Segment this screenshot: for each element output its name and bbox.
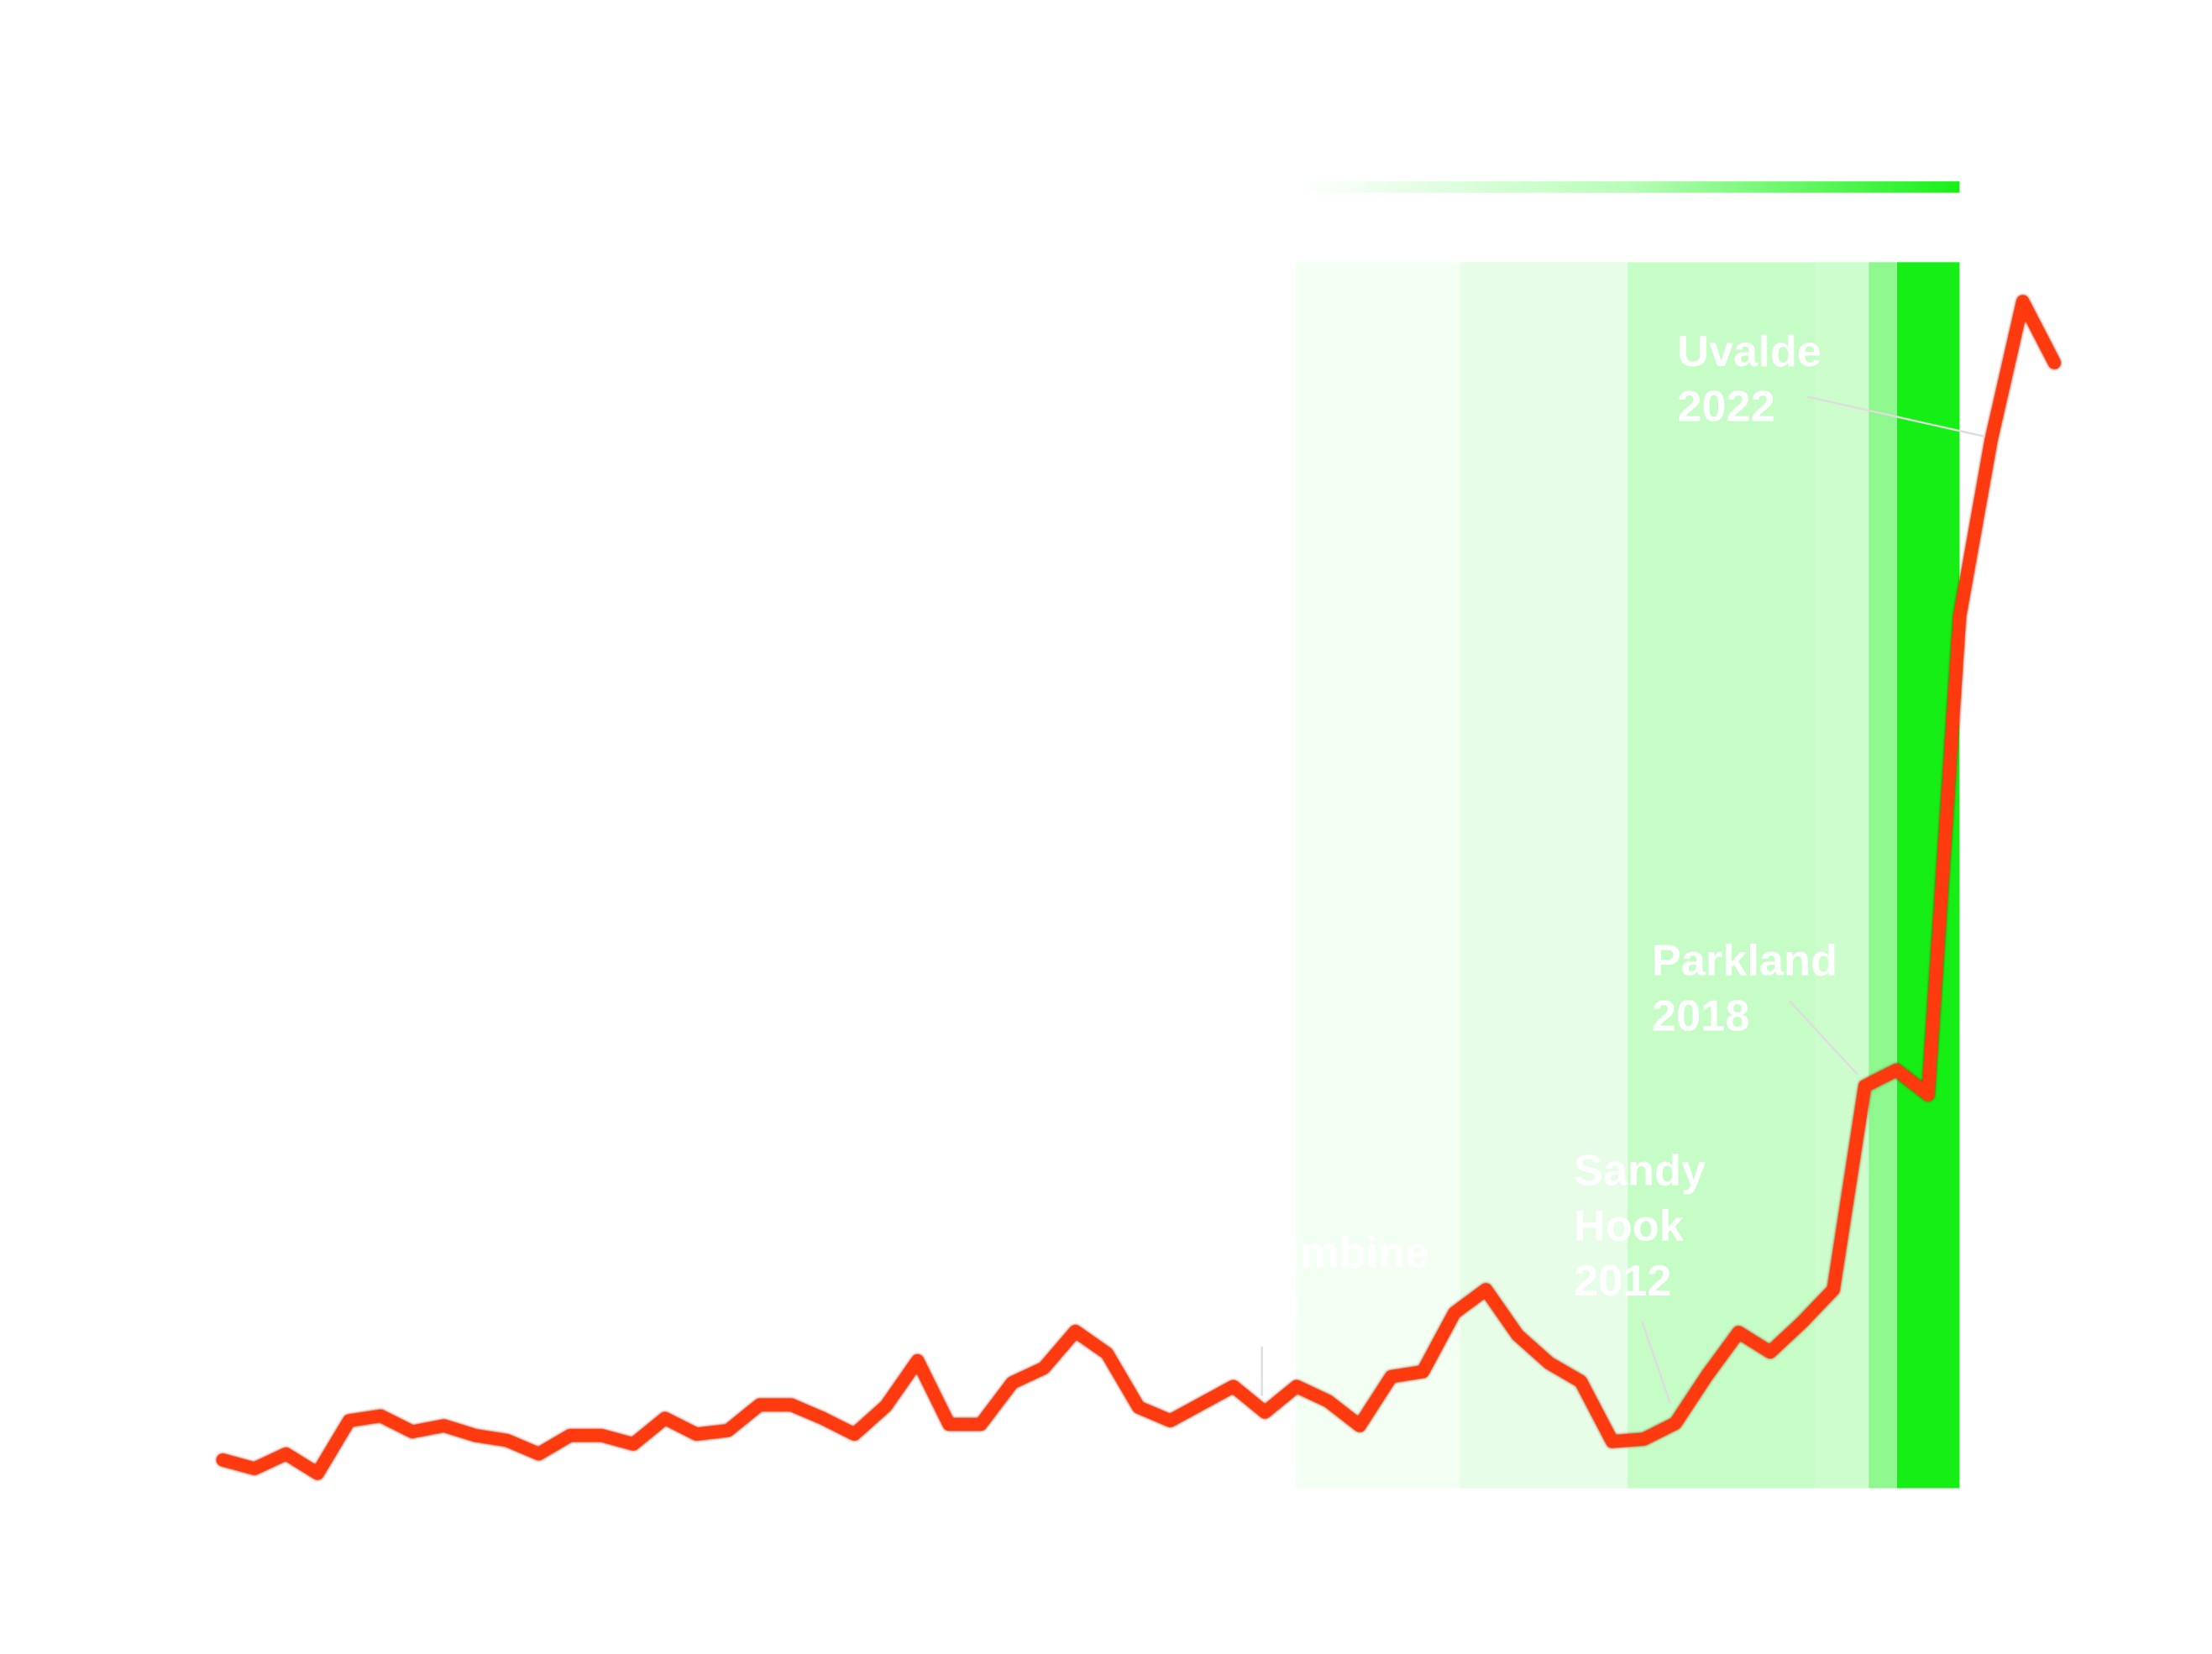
band	[1869, 262, 1897, 1489]
annotation-text: 2012	[1574, 1257, 1671, 1306]
band	[1815, 262, 1869, 1489]
annotation-text: Columbine	[1203, 1228, 1429, 1277]
annotation-text: Hook	[1574, 1201, 1685, 1250]
annotation-text: 2018	[1652, 992, 1749, 1041]
annotation-text: Sandy	[1574, 1147, 1706, 1196]
annotation-text: 1999	[1203, 1284, 1300, 1332]
annotation-text: Uvalde	[1677, 327, 1821, 376]
period-bar	[1296, 181, 1960, 193]
annotation-leader	[1788, 999, 1858, 1076]
band	[1296, 262, 1461, 1489]
shading	[1296, 262, 1960, 1489]
annotation-text: 2022	[1677, 383, 1774, 432]
plot: Columbine 1999 Sandy Hook 2012 Parkland 2018 Uv…	[216, 295, 2061, 1480]
annotation-leader	[1640, 1320, 1671, 1404]
band	[1628, 262, 1816, 1489]
band	[1896, 262, 1960, 1489]
annotation-leader	[1807, 395, 1985, 438]
data-line	[216, 295, 2061, 1480]
annotation-text: Parkland	[1652, 937, 1837, 986]
